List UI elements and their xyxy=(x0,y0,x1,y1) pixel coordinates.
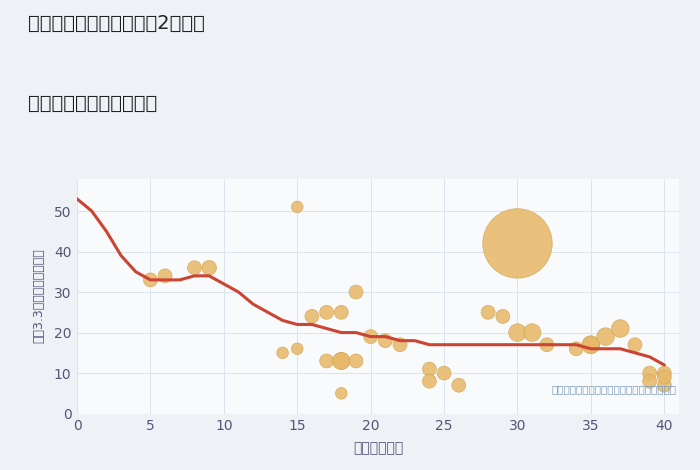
Point xyxy=(453,382,464,389)
Y-axis label: 坪（3.3㎡）単価（万円）: 坪（3.3㎡）単価（万円） xyxy=(32,249,46,344)
Point xyxy=(160,272,171,280)
Point xyxy=(351,288,362,296)
Point xyxy=(307,313,318,320)
Point xyxy=(512,329,523,337)
Point xyxy=(292,345,303,352)
Point xyxy=(379,337,391,345)
Point xyxy=(424,365,435,373)
Point xyxy=(336,390,347,397)
Point xyxy=(145,276,156,284)
Point xyxy=(644,369,655,377)
Point xyxy=(497,313,508,320)
Point xyxy=(585,341,596,348)
Text: 築年数別中古戸建て価格: 築年数別中古戸建て価格 xyxy=(28,94,158,113)
Point xyxy=(189,264,200,272)
Point xyxy=(600,333,611,340)
Point xyxy=(615,325,626,332)
Point xyxy=(292,203,303,211)
Point xyxy=(336,308,347,316)
Point xyxy=(351,357,362,365)
Point xyxy=(644,377,655,385)
Text: 三重県名張市桔梗が丘西2番町の: 三重県名張市桔梗が丘西2番町の xyxy=(28,14,205,33)
Point xyxy=(629,341,641,348)
Text: 円の大きさは、取引のあった物件面積を示す: 円の大きさは、取引のあった物件面積を示す xyxy=(551,384,676,394)
Point xyxy=(336,357,347,365)
Point xyxy=(277,349,288,357)
Point xyxy=(541,341,552,348)
Point xyxy=(585,341,596,348)
Point xyxy=(438,369,449,377)
Point xyxy=(204,264,215,272)
Point xyxy=(482,308,493,316)
Point xyxy=(321,357,332,365)
Point xyxy=(570,345,582,352)
Point xyxy=(424,377,435,385)
Point xyxy=(512,240,523,247)
Point xyxy=(336,357,347,365)
Point xyxy=(659,369,670,377)
Point xyxy=(659,382,670,389)
Point xyxy=(365,333,377,340)
Point xyxy=(526,329,538,337)
Point xyxy=(659,373,670,381)
X-axis label: 築年数（年）: 築年数（年） xyxy=(353,441,403,455)
Point xyxy=(394,341,405,348)
Point xyxy=(321,308,332,316)
